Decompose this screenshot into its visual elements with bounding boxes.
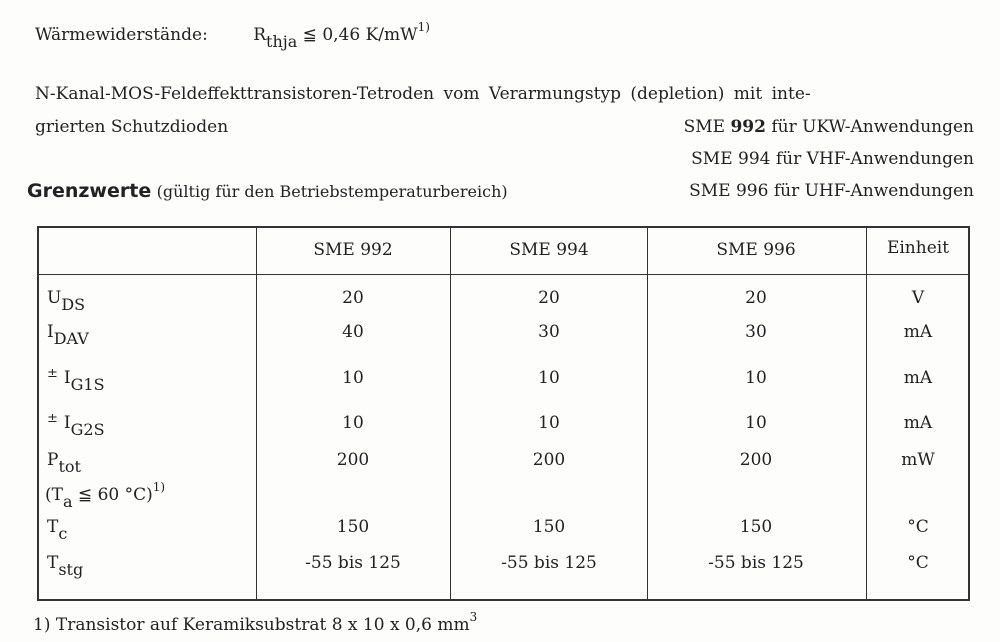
- thermal-label: Wärmewiderstände:: [35, 25, 208, 45]
- param-symbol: Tc: [47, 517, 68, 543]
- cell-value: 10: [342, 368, 364, 388]
- param-symbol: UDS: [47, 288, 86, 314]
- cell-value: 200: [532, 450, 566, 470]
- thermal-symbol: Rthja: [253, 25, 298, 51]
- cell-unit: mW: [901, 450, 935, 470]
- application-996: SME 996 für UHF-Anwendungen: [689, 181, 974, 201]
- cell-value: -55 bis 125: [501, 553, 597, 573]
- application-994: SME 994 für VHF-Anwendungen: [691, 149, 974, 169]
- cell-value: 150: [739, 517, 773, 537]
- description-line-1: N-Kanal-MOS-Feldeffekttransistoren-Tetro…: [35, 84, 811, 104]
- thermal-footnote-ref: 1): [417, 20, 430, 34]
- cell-value: 10: [538, 413, 560, 433]
- application-992: SME 992 für UKW-Anwendungen: [683, 117, 974, 137]
- cell-value: 20: [538, 288, 560, 308]
- cell-value: 10: [745, 413, 767, 433]
- cell-unit: mA: [903, 322, 933, 342]
- param-condition: (Ta ≦ 60 °C)1): [45, 480, 166, 511]
- cell-unit: mA: [903, 368, 933, 388]
- cell-value: 10: [745, 368, 767, 388]
- header-sme-994: SME 994: [509, 240, 589, 260]
- cell-value: 20: [342, 288, 364, 308]
- cell-value: -55 bis 125: [305, 553, 401, 573]
- cell-value: -55 bis 125: [708, 553, 804, 573]
- cell-value: 40: [342, 322, 364, 342]
- param-symbol: IDAV: [47, 322, 89, 348]
- cell-value: 20: [745, 288, 767, 308]
- param-symbol: Tstg: [47, 553, 84, 579]
- param-symbol: ± IG2S: [47, 411, 105, 439]
- cell-value: 30: [745, 322, 767, 342]
- param-symbol: Ptot: [47, 450, 81, 476]
- header-sme-992: SME 992: [313, 240, 393, 260]
- cell-value: 150: [532, 517, 566, 537]
- cell-value: 200: [336, 450, 370, 470]
- cell-value: 150: [336, 517, 370, 537]
- cell-unit: °C: [907, 553, 929, 573]
- description-line-2: grierten Schutzdioden: [35, 117, 229, 137]
- cell-unit: °C: [907, 517, 929, 537]
- header-sme-996: SME 996: [716, 240, 796, 260]
- cell-unit: mA: [903, 413, 933, 433]
- limits-table: SME 992 SME 994 SME 996 Einheit UDS 20 20 2…: [37, 226, 970, 601]
- cell-value: 200: [739, 450, 773, 470]
- cell-value: 10: [538, 368, 560, 388]
- cell-value: 30: [538, 322, 560, 342]
- thermal-value: ≦ 0,46 K/mW: [302, 25, 418, 45]
- section-heading: Grenzwerte (gültig für den Betriebstempe…: [27, 180, 508, 202]
- param-symbol: ± IG1S: [47, 366, 105, 394]
- cell-value: 10: [342, 413, 364, 433]
- section-title: Grenzwerte: [27, 180, 152, 202]
- header-unit: Einheit: [886, 238, 950, 258]
- footnote: 1) Transistor auf Keramiksubstrat 8 x 10…: [33, 610, 478, 635]
- cell-unit: V: [911, 288, 925, 308]
- thermal-resistance: Wärmewiderstände: Rthja ≦ 0,46 K/mW1): [35, 20, 430, 51]
- section-subtitle: (gültig für den Betriebstemperaturbereic…: [156, 182, 508, 201]
